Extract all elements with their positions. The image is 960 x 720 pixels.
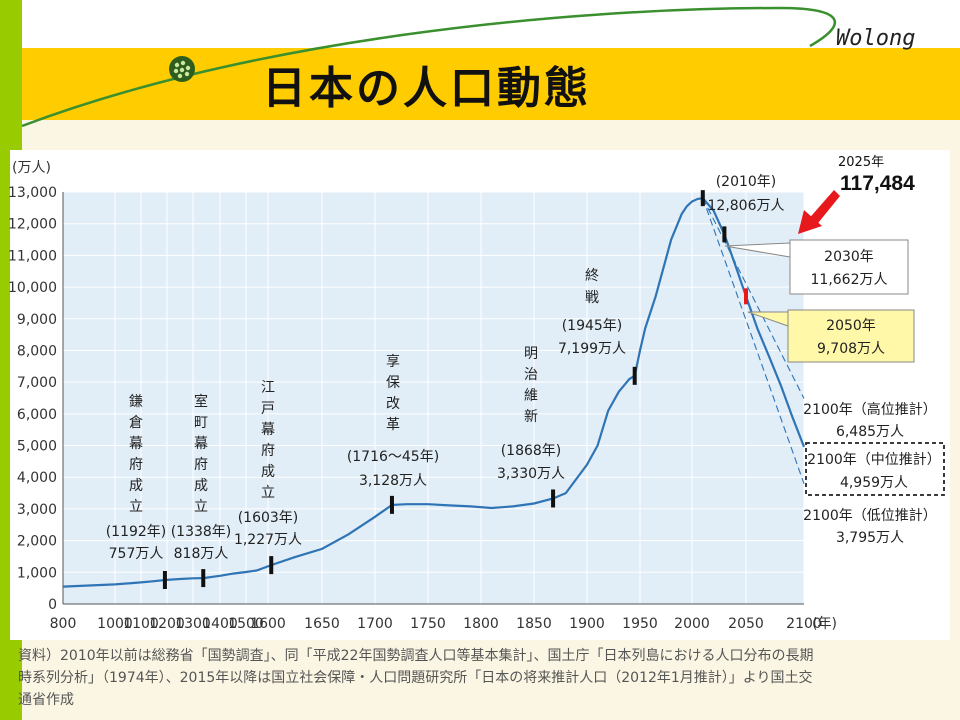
x-tick-label: 2000 xyxy=(674,616,710,632)
y2010-value: 12,806万人 xyxy=(708,198,785,214)
mid-value: 4,959万人 xyxy=(840,475,908,491)
y-tick-label: 4,000 xyxy=(17,470,57,486)
meiji-label: 明治維新 xyxy=(524,346,538,425)
kyoho-marker xyxy=(389,495,394,514)
high-value: 6,485万人 xyxy=(836,424,904,440)
source-note: 資料）2010年以前は総務省「国勢調査」、同「平成22年国勢調査人口等基本集計」… xyxy=(18,648,814,708)
kyoho-value: 3,128万人 xyxy=(359,473,427,489)
plot-area xyxy=(63,192,804,604)
arrow-head-icon xyxy=(798,210,822,234)
meiji-marker xyxy=(551,489,556,508)
x-tick-label: 1850 xyxy=(516,616,552,632)
muromachi-marker xyxy=(201,569,206,588)
y-tick-label: 2,000 xyxy=(17,534,57,550)
y2010-marker xyxy=(700,190,705,207)
edo-label: 江戸幕府成立 xyxy=(261,380,275,501)
arrow-icon xyxy=(806,190,840,228)
x-tick-label: 1650 xyxy=(304,616,340,632)
x-tick-label: 1600 xyxy=(250,616,286,632)
x-tick-label: 1400 xyxy=(202,616,238,632)
shusen-year: (1945年) xyxy=(562,318,623,334)
y2030-year: 2030年 xyxy=(824,249,874,265)
x-tick-label: 2050 xyxy=(728,616,764,632)
x-tick-label: 1950 xyxy=(622,616,658,632)
callout-2030 xyxy=(789,239,909,295)
y2050-value: 9,708万人 xyxy=(817,341,885,357)
x-tick-label: 1100 xyxy=(123,616,159,632)
y-tick-label: 5,000 xyxy=(17,439,57,455)
y-tick-label: 6,000 xyxy=(17,407,57,423)
shusen-value: 7,199万人 xyxy=(558,341,626,357)
y-tick-label: 1,000 xyxy=(17,565,57,581)
y2050-marker xyxy=(744,288,748,305)
x-tick-label: 1000 xyxy=(97,616,133,632)
x-tick-label: 2100 xyxy=(786,616,822,632)
low-year: 2100年（低位推計） xyxy=(803,508,937,524)
kamakura-label: 鎌倉幕府成立 xyxy=(129,394,143,515)
y-tick-label: 11,000 xyxy=(8,248,57,264)
kamakura-year: (1192年) xyxy=(106,524,167,540)
y-axis-label: (万人) xyxy=(12,160,51,176)
x-tick-label: 1500 xyxy=(228,616,264,632)
x-tick-label: 800 xyxy=(50,616,77,632)
muromachi-label: 室町幕府成立 xyxy=(194,393,208,515)
x-tick-label: 1300 xyxy=(175,616,211,632)
high-year: 2100年（高位推計） xyxy=(803,401,937,418)
edo-year: (1603年) xyxy=(238,510,299,526)
y-tick-label: 12,000 xyxy=(8,217,57,233)
kamakura-value: 757万人 xyxy=(109,546,164,562)
y2050-year: 2050年 xyxy=(826,318,876,334)
y-tick-label: 0 xyxy=(48,597,57,613)
x-tick-label: 1750 xyxy=(410,616,446,632)
y-tick-label: 3,000 xyxy=(17,502,57,518)
y2010-year: (2010年) xyxy=(716,174,777,190)
kamakura-marker xyxy=(162,571,167,590)
kyoho-year: (1716～45年) xyxy=(347,449,439,465)
callout-2050 xyxy=(787,309,915,363)
y2030-value: 11,662万人 xyxy=(811,272,888,288)
y-tick-label: 8,000 xyxy=(17,343,57,359)
note-2025-year: 2025年 xyxy=(838,155,885,170)
note-2025-value: 117,484 xyxy=(840,172,915,195)
mid-projection-box xyxy=(805,442,945,496)
y-tick-label: 10,000 xyxy=(8,280,57,296)
projection-line-1 xyxy=(702,197,805,399)
meiji-value: 3,330万人 xyxy=(497,466,565,482)
decorative-swoosh xyxy=(21,6,837,128)
projection-line-2 xyxy=(702,197,805,484)
x-tick-label: 1200 xyxy=(149,616,185,632)
y-tick-label: 13,000 xyxy=(8,185,57,201)
mid-year: 2100年（中位推計） xyxy=(807,452,941,468)
x-tick-label: 1900 xyxy=(569,616,605,632)
y-tick-label: 7,000 xyxy=(17,375,57,391)
edo-marker xyxy=(269,556,274,575)
brand-logo: Wolong xyxy=(836,26,916,51)
low-value: 3,795万人 xyxy=(836,530,904,546)
x-tick-label: 1800 xyxy=(463,616,499,632)
x-axis-label: (年) xyxy=(812,616,837,632)
edo-value: 1,227万人 xyxy=(234,532,302,548)
y-tick-label: 9,000 xyxy=(17,312,57,328)
kyoho-label: 享保改革 xyxy=(386,353,400,433)
shusen-label: 終戦 xyxy=(585,268,599,306)
y2030-marker xyxy=(722,226,727,243)
muromachi-year: (1338年) xyxy=(171,524,232,540)
muromachi-value: 818万人 xyxy=(174,546,229,562)
meiji-year: (1868年) xyxy=(501,443,562,459)
slide-title: 日本の人口動態 xyxy=(262,63,591,114)
shusen-marker xyxy=(632,366,637,385)
x-tick-label: 1700 xyxy=(357,616,393,632)
